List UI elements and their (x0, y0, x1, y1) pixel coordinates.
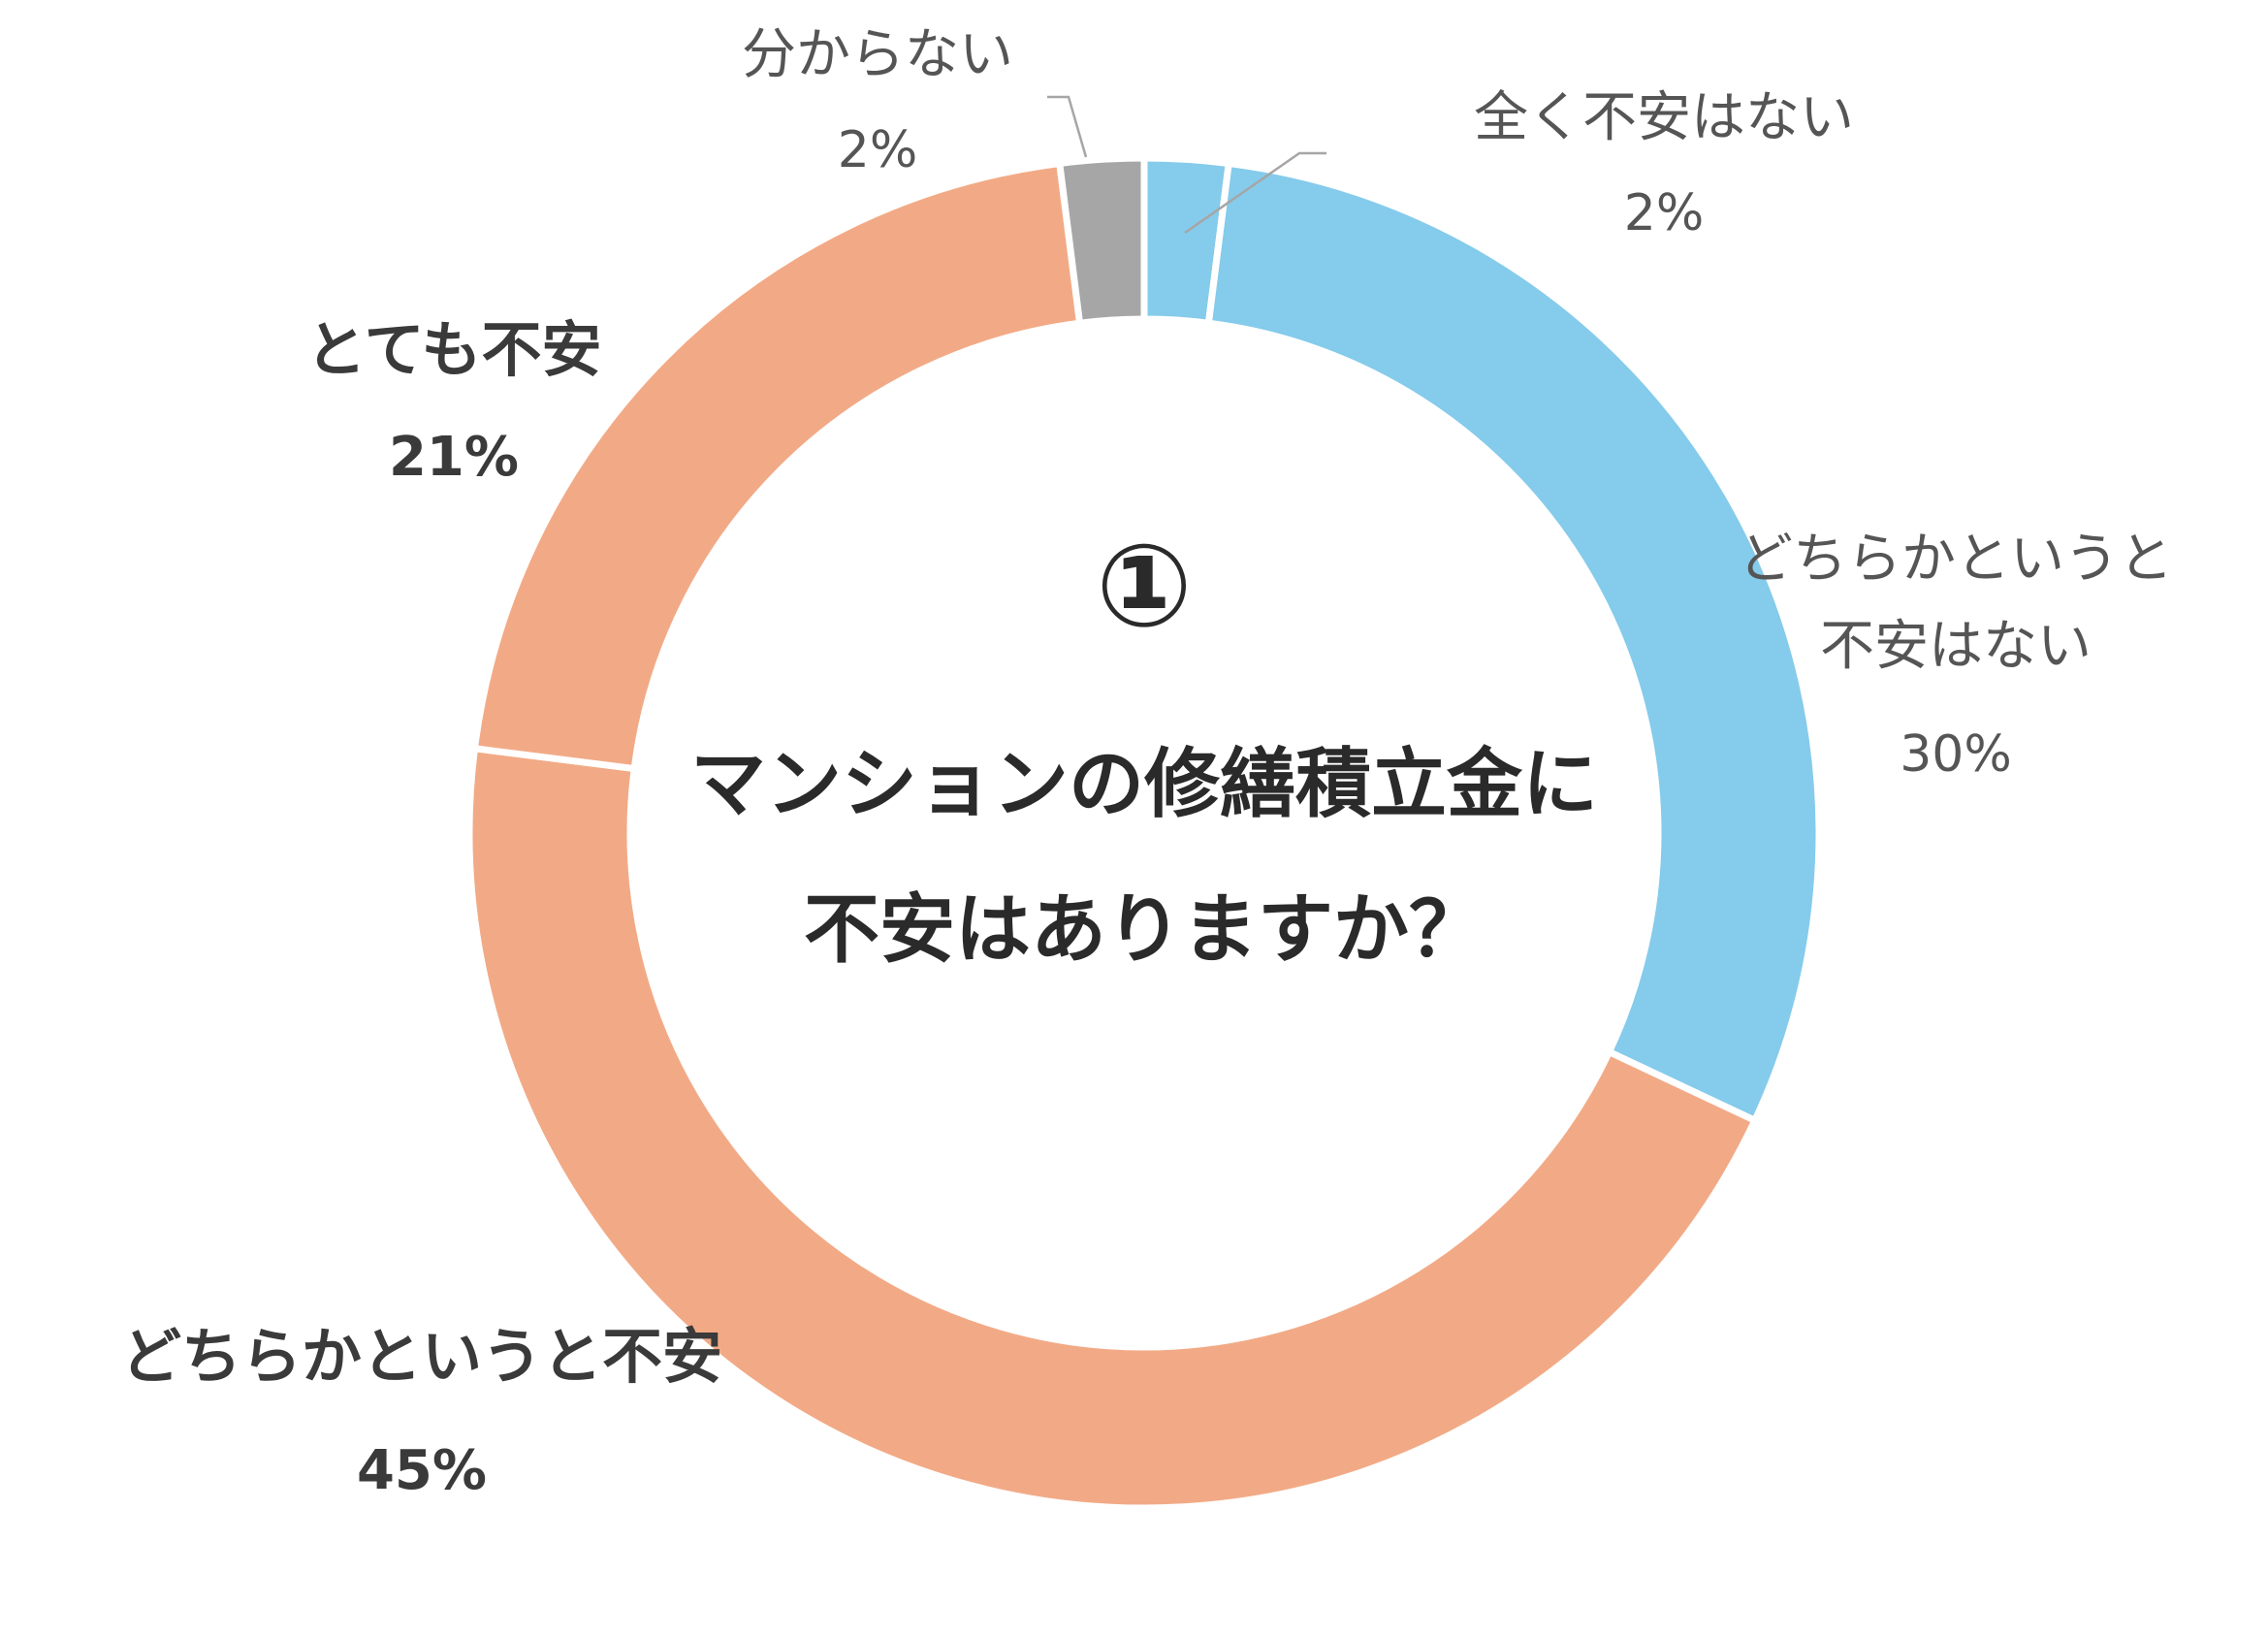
slice-label-3-line-0: とても不安 (305, 314, 601, 385)
slice-value-label-4: 2% (838, 121, 918, 179)
center-title-line-2: 不安はありますか？ (804, 886, 1485, 974)
donut-slices (465, 154, 1823, 1512)
slice-label-4-line-0: 分からない (742, 23, 1013, 86)
leader-line-0 (1184, 151, 1326, 235)
slice-1 (1204, 159, 1823, 1125)
slice-value-label-3: 21% (389, 426, 519, 489)
slice-label-1-line-0: どちらかというと (1739, 528, 2173, 591)
slice-3 (470, 159, 1084, 773)
slice-value-label-0: 2% (1624, 184, 1705, 242)
center-title-line-1: マンションの修繕積立金に (690, 741, 1598, 828)
slice-label-0-line-0: 全く不安はない (1474, 86, 1854, 149)
leader-line-4 (1047, 95, 1088, 158)
slice-label-1-line-1: 不安はない (1820, 615, 2092, 678)
slice-label-2-line-0: どちらかというと不安 (121, 1321, 722, 1392)
slice-2 (465, 744, 1760, 1512)
slice-value-label-2: 45% (357, 1439, 487, 1502)
slice-4 (1055, 154, 1148, 328)
slice-value-label-1: 30% (1900, 725, 2012, 784)
center-number: ① (1096, 519, 1193, 653)
leader-lines (1047, 95, 1326, 235)
